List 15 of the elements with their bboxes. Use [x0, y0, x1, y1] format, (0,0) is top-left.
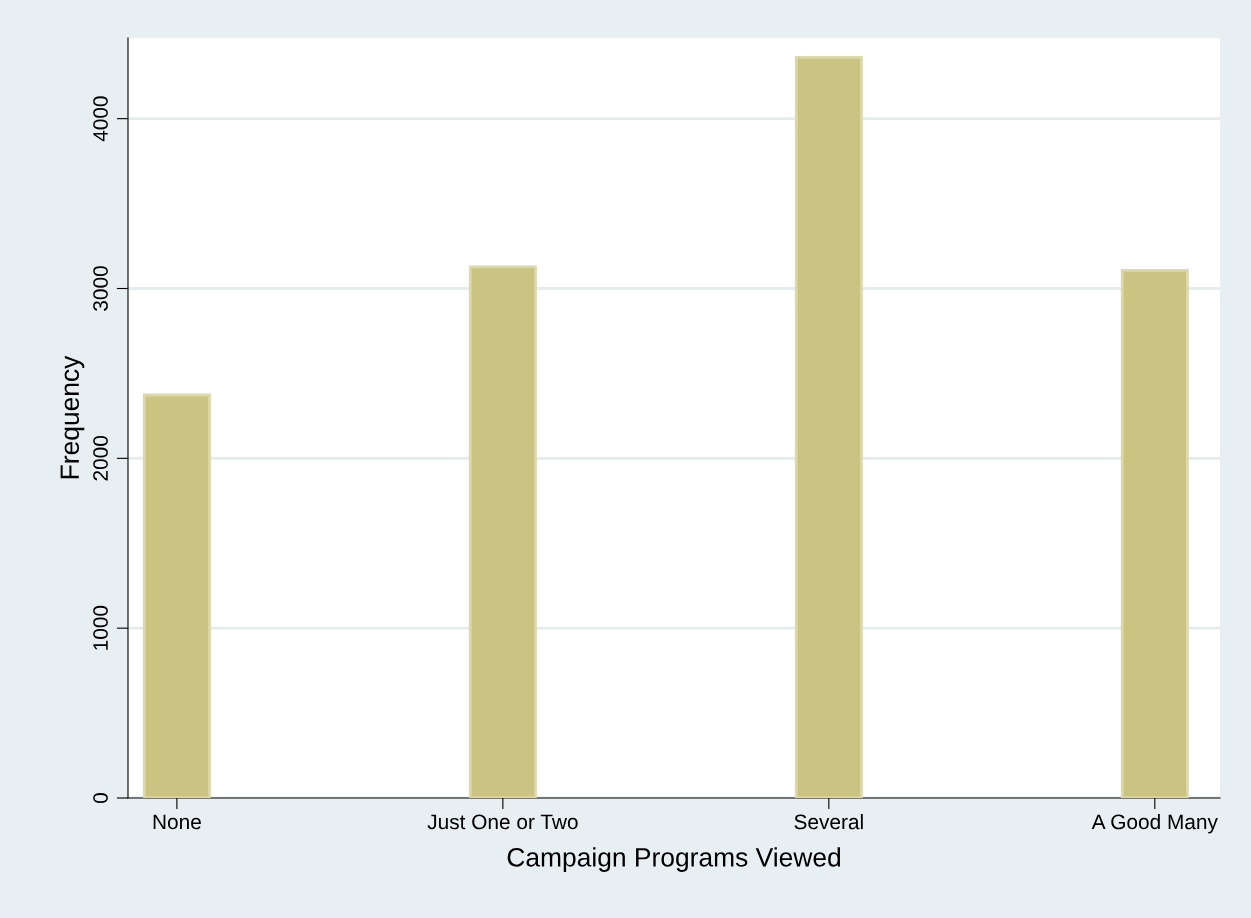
x-tick-label: Just One or Two — [427, 814, 578, 830]
x-axis-title: Campaign Programs Viewed — [507, 847, 841, 872]
y-tick-label: 3000 — [93, 266, 108, 311]
x-tick-label: Several — [794, 813, 863, 830]
bar — [794, 55, 863, 798]
bar — [1120, 268, 1189, 798]
bar — [468, 265, 537, 798]
y-tick-label: 0 — [93, 793, 108, 803]
x-tick-label: None — [153, 814, 201, 830]
y-tick-label: 4000 — [93, 96, 108, 142]
bar — [142, 393, 211, 798]
y-axis-title: Frequency — [60, 355, 85, 479]
y-tick-label: 2000 — [93, 435, 108, 481]
y-tick-label: 1000 — [93, 605, 108, 650]
x-tick-label: A Good Many — [1091, 813, 1218, 834]
